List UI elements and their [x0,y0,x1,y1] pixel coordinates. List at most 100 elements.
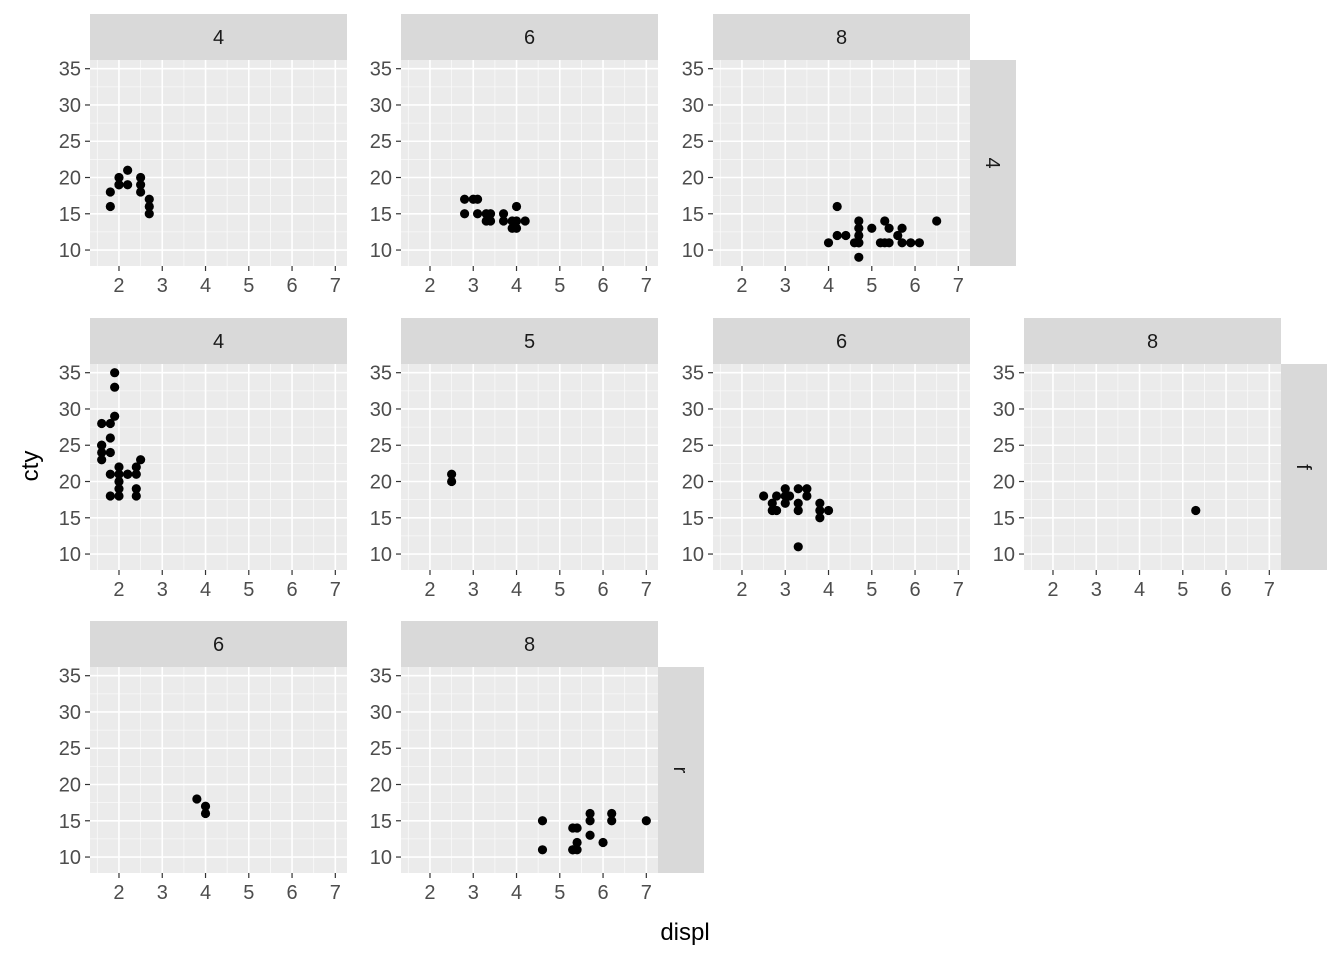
data-point [854,216,864,226]
data-point [880,216,890,226]
y-tick-label: 15 [59,204,81,226]
x-tick-label: 6 [286,275,297,297]
y-tick-label: 25 [59,435,81,457]
y-tick-label: 35 [682,59,704,81]
data-point [498,216,509,226]
x-tick-label: 4 [511,579,522,601]
facet-panel: 6 2 3 4 5 6 7 10 15 20 25 30 35 [370,14,658,297]
x-tick-label: 4 [1134,579,1145,601]
x-tick-label: 5 [243,579,254,601]
column-strip [713,14,970,60]
x-tick-label: 4 [200,579,211,601]
y-tick-label: 25 [370,435,392,457]
data-point [472,194,483,204]
facet-panel: 6 2 3 4 5 6 7 10 15 20 25 30 35 [682,318,970,601]
x-tick-label: 2 [424,882,435,904]
data-point [144,201,154,212]
data-point [136,455,146,465]
data-point [131,484,141,494]
x-tick-label: 6 [909,579,920,601]
data-point [585,816,595,826]
x-tick-label: 3 [1091,579,1102,601]
data-point [823,505,834,516]
data-point [97,455,107,465]
y-tick-label: 25 [59,131,81,153]
data-point [105,201,115,212]
x-tick-label: 3 [157,579,168,601]
data-point [884,223,894,233]
x-tick-label: 2 [736,579,747,601]
x-tick-label: 6 [286,882,297,904]
data-point [585,808,595,819]
x-tick-label: 6 [597,579,608,601]
y-tick-label: 35 [59,666,81,688]
data-point [832,201,842,212]
data-point [772,505,782,516]
data-point [105,418,115,429]
x-tick-label: 4 [823,275,834,297]
row-strip [658,667,704,873]
data-point [447,469,457,479]
data-point [114,484,124,494]
data-point [105,187,115,197]
y-tick-label: 15 [370,508,392,530]
data-point [906,238,916,248]
data-point [585,830,595,840]
row-strip [970,60,1016,266]
x-tick-label: 7 [953,275,964,297]
column-strip [401,14,658,60]
x-tick-label: 3 [780,579,791,601]
data-point [97,447,107,458]
x-tick-label: 2 [113,882,124,904]
y-tick-label: 15 [370,811,392,833]
column-strip [713,318,970,364]
x-tick-label: 7 [641,275,652,297]
y-tick-label: 30 [59,399,81,421]
data-point [114,172,124,183]
column-strip [90,621,347,667]
x-tick-label: 5 [1177,579,1188,601]
y-tick-label: 30 [370,702,392,724]
y-tick-label: 30 [370,95,392,117]
data-point [759,491,769,501]
panel-background [401,667,658,873]
data-point [1191,505,1201,516]
data-point [854,230,864,241]
x-tick-label: 7 [1264,579,1275,601]
data-point [823,238,834,248]
y-tick-label: 35 [993,363,1015,385]
y-tick-label: 20 [682,472,704,494]
x-tick-label: 6 [597,882,608,904]
data-point [136,180,146,190]
data-point [767,498,777,508]
data-point [114,491,124,501]
x-tick-label: 2 [424,579,435,601]
column-strip-label: 4 [213,27,224,49]
data-point [200,808,211,819]
data-point [641,816,651,826]
data-point [498,209,509,219]
y-tick-label: 35 [59,59,81,81]
y-tick-label: 25 [370,131,392,153]
y-tick-label: 30 [59,95,81,117]
column-strip-label: 8 [836,27,847,49]
x-tick-label: 3 [468,275,479,297]
x-tick-label: 7 [641,882,652,904]
data-point [815,505,825,516]
x-tick-label: 2 [736,275,747,297]
row-strip-label: r [669,767,691,774]
y-tick-label: 30 [682,399,704,421]
y-tick-label: 25 [59,738,81,760]
data-point [802,491,812,501]
data-point [793,542,803,552]
y-tick-label: 15 [993,508,1015,530]
data-point [854,223,864,233]
y-tick-label: 15 [370,204,392,226]
column-strip-label: 6 [836,331,847,353]
data-point [802,484,812,494]
data-point [105,491,115,501]
data-point [511,201,522,212]
column-strip-label: 5 [524,331,535,353]
x-tick-label: 7 [953,579,964,601]
